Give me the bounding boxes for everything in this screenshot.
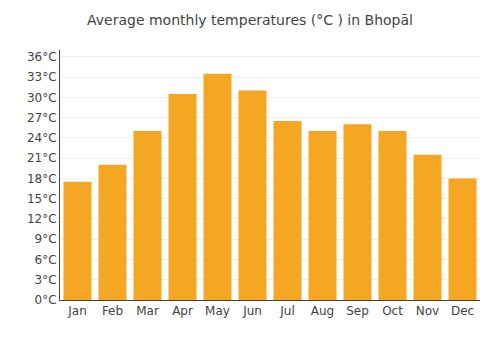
svg-text:Mar: Mar (136, 304, 159, 318)
svg-text:Feb: Feb (102, 304, 123, 318)
svg-text:27°C: 27°C (27, 111, 57, 125)
svg-text:Nov: Nov (416, 304, 439, 318)
svg-text:24°C: 24°C (27, 131, 57, 145)
svg-text:3°C: 3°C (35, 273, 57, 287)
svg-text:12°C: 12°C (27, 212, 57, 226)
svg-text:Jul: Jul (279, 304, 294, 318)
svg-text:Oct: Oct (382, 304, 403, 318)
svg-text:Sep: Sep (346, 304, 369, 318)
svg-text:Dec: Dec (451, 304, 474, 318)
svg-text:18°C: 18°C (27, 172, 57, 186)
svg-text:0°C: 0°C (35, 293, 57, 307)
svg-text:Average monthly temperatures (: Average monthly temperatures (°C ) in Bh… (87, 12, 413, 28)
svg-text:30°C: 30°C (27, 91, 57, 105)
svg-text:15°C: 15°C (27, 192, 57, 206)
svg-text:36°C: 36°C (27, 50, 57, 64)
svg-text:6°C: 6°C (35, 253, 57, 267)
svg-text:Jun: Jun (242, 304, 262, 318)
svg-text:Jan: Jan (67, 304, 87, 318)
svg-text:May: May (205, 304, 230, 318)
svg-text:9°C: 9°C (35, 232, 57, 246)
svg-text:Apr: Apr (172, 304, 193, 318)
svg-text:Aug: Aug (311, 304, 334, 318)
svg-text:33°C: 33°C (27, 70, 57, 84)
svg-text:21°C: 21°C (27, 151, 57, 165)
